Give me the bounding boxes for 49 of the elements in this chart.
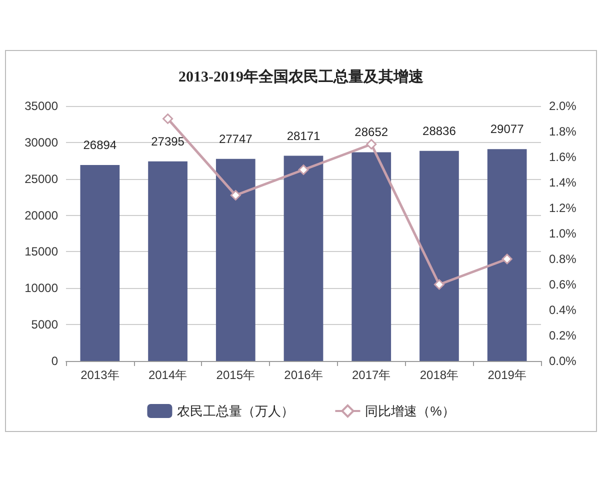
bar xyxy=(284,156,324,361)
x-tick-label: 2014年 xyxy=(148,368,188,382)
y2-tick-label: 2.0% xyxy=(549,99,577,113)
bar xyxy=(487,149,527,361)
bar xyxy=(352,152,392,361)
y2-tick-label: 0.8% xyxy=(549,252,577,266)
y2-tick-label: 0.0% xyxy=(549,354,577,368)
x-tick-label: 2019年 xyxy=(488,368,526,382)
point xyxy=(434,279,444,290)
y2-tick-label: 0.6% xyxy=(549,278,577,292)
x-tick-label: 2016年 xyxy=(284,368,323,382)
y-tick-label: 5000 xyxy=(31,318,58,332)
data-label: 29077 xyxy=(490,122,524,136)
bar xyxy=(216,158,256,361)
x-tick-label: 2013年 xyxy=(80,368,120,382)
y2-tick-label: 0.2% xyxy=(549,328,577,342)
data-label: 28836 xyxy=(422,124,456,138)
bar xyxy=(148,161,188,361)
point xyxy=(162,114,174,124)
data-label: 27747 xyxy=(218,132,253,146)
point xyxy=(366,139,377,150)
y-tick-label: 25000 xyxy=(24,172,58,186)
y2-tick-label: 1.0% xyxy=(549,226,577,240)
y-tick-label: 20000 xyxy=(24,208,58,222)
point xyxy=(298,164,309,175)
y-tick-label: 35000 xyxy=(24,99,58,113)
y2-tick-label: 1.6% xyxy=(549,150,577,164)
data-label: 27395 xyxy=(151,134,185,148)
legend-label: 同比增速（%） xyxy=(365,404,455,418)
x-tick-label: 2017年 xyxy=(352,368,391,382)
y2-tick-label: 1.2% xyxy=(549,201,577,215)
y2-tick-label: 1.8% xyxy=(549,124,577,138)
chart-title: 2013-2019年全国农民工总量及其增速 xyxy=(178,68,424,86)
y2-tick-label: 1.4% xyxy=(549,176,577,190)
y-tick-label: 10000 xyxy=(24,281,58,296)
data-label: 28652 xyxy=(354,125,388,140)
x-tick-label: 2015年 xyxy=(216,368,255,382)
x-tick-label: 2018年 xyxy=(420,368,459,382)
y-tick-label: 15000 xyxy=(24,244,58,259)
y2-tick-label: 0.4% xyxy=(549,303,577,317)
data-label: 28171 xyxy=(286,128,321,143)
point xyxy=(502,254,512,264)
legend-label: 农民工总量（万人） xyxy=(177,404,294,418)
y-tick-label: 0 xyxy=(51,354,58,368)
bar xyxy=(420,150,459,361)
data-label: 26894 xyxy=(83,138,117,152)
point xyxy=(230,190,241,200)
y-tick-label: 30000 xyxy=(24,135,58,150)
bar xyxy=(80,165,120,361)
